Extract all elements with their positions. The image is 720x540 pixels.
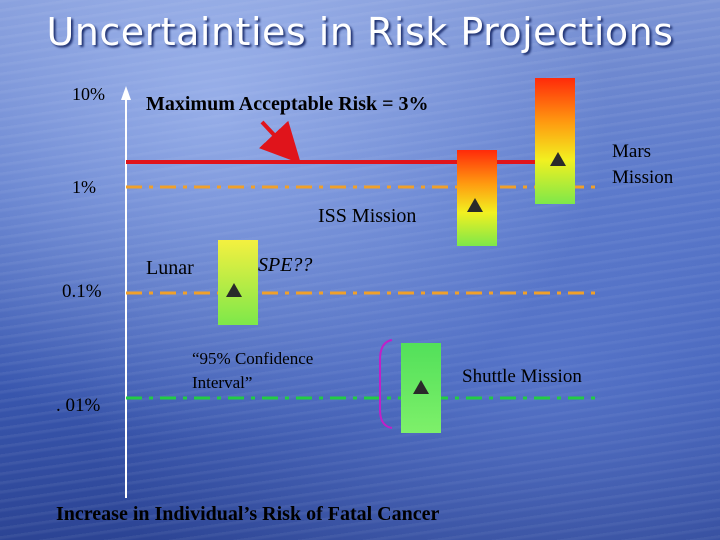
mars-mission-label-line: Mars <box>612 141 651 162</box>
mars-mission-label-line: Mission <box>612 167 674 188</box>
lunar-mission-marker <box>226 283 242 297</box>
lunar-mission-bar <box>218 240 258 325</box>
lunar-mission-label: Lunar <box>146 257 194 279</box>
spe-annotation: SPE?? <box>258 254 312 276</box>
max-risk-arrow-icon <box>259 120 301 164</box>
confidence-interval-label-line: “95% Confidence <box>192 349 313 368</box>
confidence-interval-label-line: Interval” <box>192 373 252 392</box>
iss-mission-bar <box>457 150 497 246</box>
shuttle-mission-marker <box>413 380 429 394</box>
confidence-interval-label: “95% Confidence Interval” <box>192 349 318 392</box>
max-acceptable-risk-label: Maximum Acceptable Risk = 3% <box>146 93 429 115</box>
mars-mission-bar <box>535 78 575 204</box>
shuttle-mission-label: Shuttle Mission <box>462 366 582 387</box>
mars-mission-marker <box>550 152 566 166</box>
mars-mission-label: Mars Mission <box>612 141 674 188</box>
ytick-label: . 01% <box>56 395 101 416</box>
ytick-label: 1% <box>72 177 96 197</box>
ytick-label: 10% <box>72 84 105 104</box>
x-axis-label: Increase in Individual’s Risk of Fatal C… <box>56 503 439 525</box>
ytick-label: 0.1% <box>62 281 102 302</box>
iss-mission-marker <box>467 198 483 212</box>
iss-mission-label: ISS Mission <box>318 205 416 227</box>
slide-title: Uncertainties in Risk Projections <box>46 10 674 54</box>
y-axis-arrow-icon <box>121 86 131 100</box>
confidence-bracket <box>379 339 393 429</box>
